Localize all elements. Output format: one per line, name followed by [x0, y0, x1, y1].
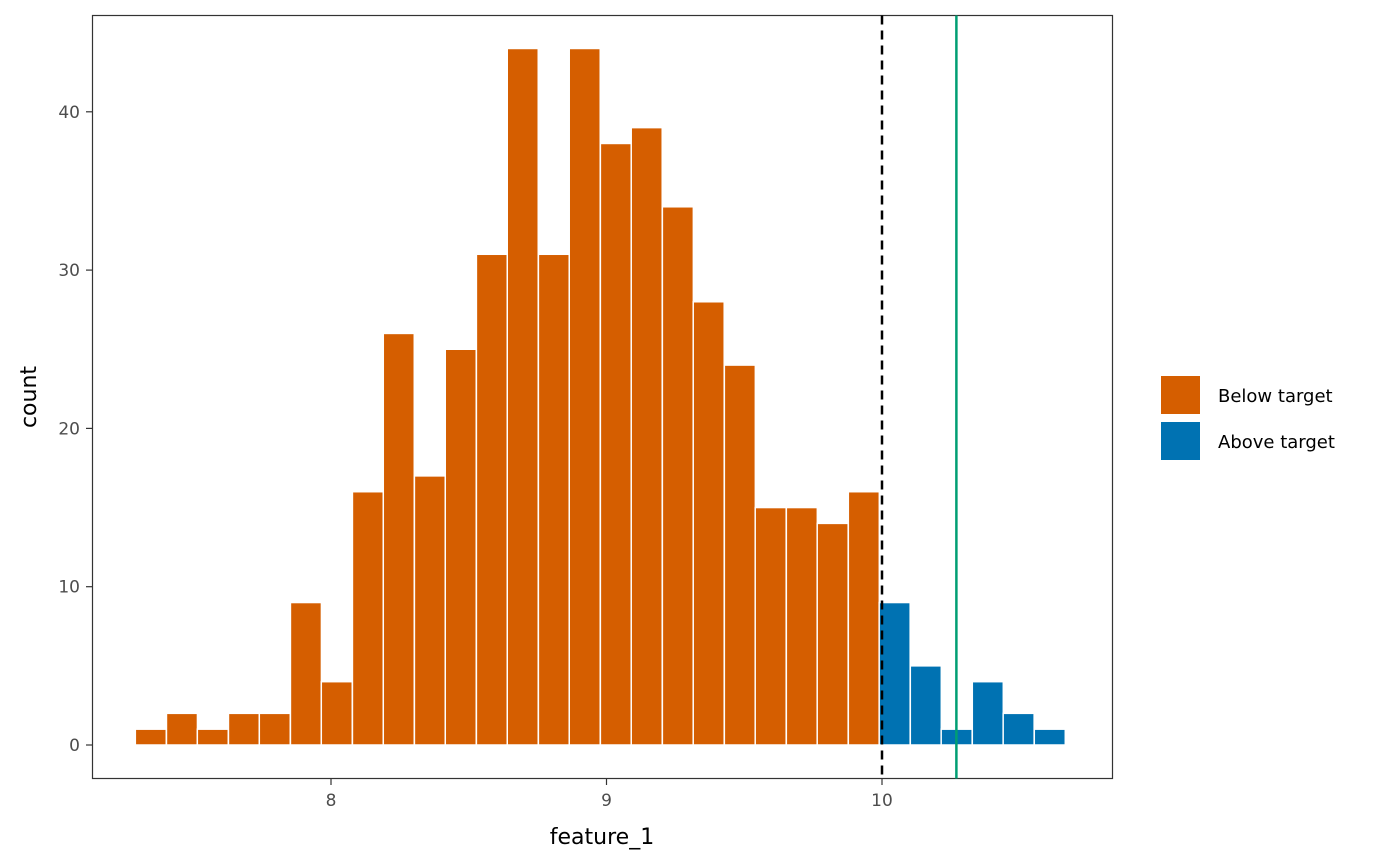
x-tick-label: 9 [601, 791, 612, 811]
histogram-bar [754, 506, 787, 746]
histogram-bar [165, 712, 199, 746]
histogram-bar [258, 712, 292, 746]
histogram-bar [196, 728, 230, 746]
histogram-bar [692, 301, 725, 746]
histogram-bar [785, 506, 819, 746]
histogram-bar [878, 601, 911, 746]
legend-swatch [1161, 376, 1200, 414]
histogram-bar [289, 601, 323, 746]
y-axis: 0 10 20 30 40 [58, 103, 93, 756]
histogram-bar [723, 364, 757, 746]
y-axis-title: count [17, 366, 42, 428]
y-tick-label: 40 [58, 103, 80, 123]
histogram-bar [816, 522, 849, 746]
histogram-bar [444, 348, 478, 746]
x-tick-label: 10 [871, 791, 893, 811]
histogram-bar [599, 142, 633, 746]
histogram-bar [847, 490, 881, 746]
y-tick-label: 10 [58, 578, 80, 598]
histogram-bar [661, 206, 695, 746]
legend-label: Below target [1218, 386, 1333, 407]
histogram-bar [909, 665, 943, 746]
legend-label: Above target [1218, 432, 1335, 453]
histogram-bar [1033, 728, 1067, 746]
histogram-bars [134, 47, 1067, 746]
y-tick-label: 30 [58, 261, 80, 281]
legend-swatch [1161, 422, 1200, 460]
histogram-bar [971, 680, 1005, 746]
y-tick-label: 20 [58, 419, 80, 439]
histogram-bar [1002, 712, 1035, 746]
legend: Below target Above target [1161, 376, 1335, 460]
x-axis: 8 9 10 [326, 778, 893, 811]
x-axis-title: feature_1 [550, 825, 654, 850]
histogram-bar [134, 728, 168, 746]
histogram-bar [537, 253, 571, 746]
histogram-bar [630, 126, 663, 746]
histogram-bar [475, 253, 509, 746]
histogram-bar [320, 680, 354, 746]
histogram-bar [568, 47, 601, 746]
histogram-bar [506, 47, 539, 746]
histogram-bar [413, 475, 447, 746]
histogram-bar [382, 332, 416, 746]
x-tick-label: 8 [326, 791, 337, 811]
histogram-bar [227, 712, 261, 746]
histogram-bar [351, 490, 385, 746]
y-tick-label: 0 [69, 736, 80, 756]
